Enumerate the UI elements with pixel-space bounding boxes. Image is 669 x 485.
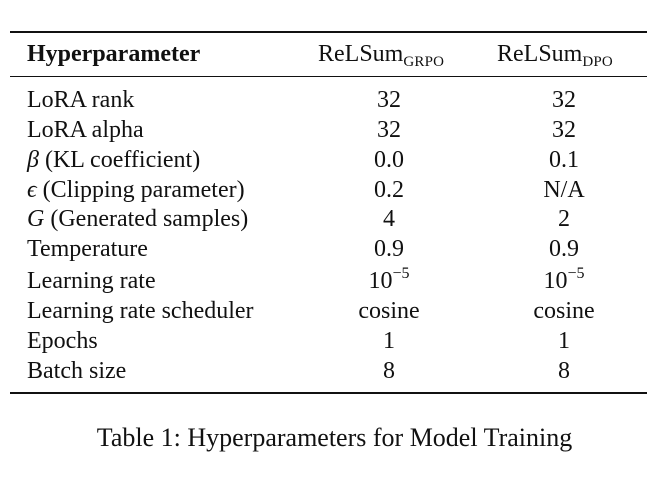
header-relsum-dpo: ReLSumDPO: [497, 41, 613, 70]
table-row: Epochs 1 1: [0, 328, 669, 358]
value-dpo: 32: [552, 117, 576, 143]
table-row: Batch size 8 8: [0, 358, 669, 388]
value-dpo: 0.9: [549, 236, 579, 262]
table-row: Learning rate scheduler cosine cosine: [0, 298, 669, 328]
table-row: ϵ (Clipping parameter) 0.2 N/A: [0, 177, 669, 207]
row-label: Learning rate scheduler: [27, 298, 254, 324]
value-dpo: 1: [558, 328, 570, 354]
value-grpo: 0.9: [374, 236, 404, 262]
table-row: G (Generated samples) 4 2: [0, 206, 669, 236]
row-label: Epochs: [27, 328, 98, 354]
table-header-rule: [10, 76, 647, 78]
value-dpo: 2: [558, 206, 570, 232]
table-row: β (KL coefficient) 0.0 0.1: [0, 147, 669, 177]
value-grpo: 0.0: [374, 147, 404, 173]
value-dpo: 8: [558, 358, 570, 384]
value-grpo: 32: [377, 87, 401, 113]
header-relsum-dpo-main: ReLSum: [497, 41, 583, 67]
epsilon-symbol: ϵ: [27, 177, 37, 203]
value-grpo: 1: [383, 328, 395, 354]
table-bottom-rule: [10, 392, 647, 394]
header-relsum-grpo-subscript: GRPO: [403, 54, 445, 70]
table-row: LoRA rank 32 32: [0, 87, 669, 117]
header-relsum-grpo-main: ReLSum: [318, 41, 404, 67]
value-grpo: cosine: [358, 298, 420, 324]
value-dpo: 32: [552, 87, 576, 113]
value-dpo: 10−5: [543, 265, 585, 294]
value-grpo: 10−5: [368, 265, 410, 294]
row-label: ϵ (Clipping parameter): [27, 177, 245, 203]
table-caption: Table 1: Hyperparameters for Model Train…: [96, 423, 573, 452]
table-row: Learning rate 10−5 10−5: [0, 265, 669, 298]
value-grpo: 8: [383, 358, 395, 384]
value-dpo: 0.1: [549, 147, 579, 173]
value-grpo: 4: [383, 206, 395, 232]
row-label: G (Generated samples): [27, 206, 249, 232]
table-row: LoRA alpha 32 32: [0, 117, 669, 147]
value-grpo: 32: [377, 117, 401, 143]
table-top-rule: [10, 31, 647, 33]
table-row: Temperature 0.9 0.9: [0, 236, 669, 266]
exponent: −5: [392, 265, 410, 282]
row-label: Learning rate: [27, 268, 156, 294]
value-dpo: N/A: [543, 177, 585, 203]
value-dpo: cosine: [533, 298, 595, 324]
header-relsum-grpo: ReLSumGRPO: [318, 41, 444, 70]
row-label: LoRA alpha: [27, 117, 144, 143]
row-label: Temperature: [27, 236, 148, 262]
row-label: LoRA rank: [27, 87, 135, 113]
row-label: β (KL coefficient): [27, 147, 201, 173]
exponent: −5: [567, 265, 585, 282]
value-grpo: 0.2: [374, 177, 404, 203]
row-label: Batch size: [27, 358, 127, 384]
g-symbol: G: [27, 206, 45, 232]
header-hyperparameter: Hyperparameter: [27, 41, 201, 67]
header-relsum-dpo-subscript: DPO: [582, 54, 613, 70]
beta-symbol: β: [27, 147, 39, 173]
